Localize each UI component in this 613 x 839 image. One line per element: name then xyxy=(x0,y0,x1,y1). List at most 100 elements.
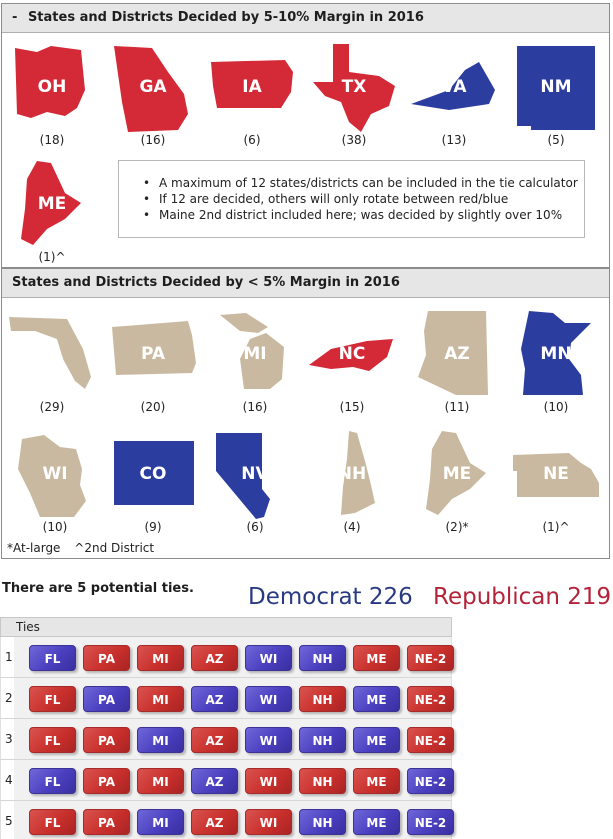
tie-chip-az[interactable]: AZ xyxy=(191,645,238,671)
north-carolina-icon xyxy=(309,339,393,371)
state-nc-tile[interactable]: NC (15) xyxy=(307,309,397,419)
iowa-icon xyxy=(211,60,293,108)
state-pa-tile[interactable]: PA (20) xyxy=(108,309,198,419)
electoral-votes: (13) xyxy=(441,133,467,147)
state-fl-tile[interactable]: FL (29) xyxy=(7,309,97,419)
tie-chip-nh[interactable]: NH xyxy=(299,809,346,835)
state-me-tile[interactable]: ME (2)* xyxy=(412,429,502,539)
state-va-tile[interactable]: VA (13) xyxy=(409,42,499,152)
state-shape xyxy=(411,62,495,110)
tie-chip-ne-2[interactable]: NE-2 xyxy=(407,686,454,712)
state-shape xyxy=(112,321,196,375)
ties-table-header: Ties xyxy=(0,617,452,637)
tie-chip-pa[interactable]: PA xyxy=(83,727,130,753)
state-shape xyxy=(418,311,488,395)
tie-chip-ne-2[interactable]: NE-2 xyxy=(407,809,454,835)
close-margin-5-10-panel: - States and Districts Decided by 5-10% … xyxy=(1,3,610,268)
note-item: If 12 are decided, others will only rota… xyxy=(141,191,584,207)
tie-chip-ne-2[interactable]: NE-2 xyxy=(407,768,454,794)
state-co-tile[interactable]: CO (9) xyxy=(108,429,198,539)
tie-chip-pa[interactable]: PA xyxy=(83,809,130,835)
tie-chip-wi[interactable]: WI xyxy=(245,645,292,671)
tie-chip-az[interactable]: AZ xyxy=(191,809,238,835)
tie-chip-az[interactable]: AZ xyxy=(191,727,238,753)
colorado-icon xyxy=(114,441,194,505)
state-az-tile[interactable]: AZ (11) xyxy=(412,309,502,419)
state-me-tile[interactable]: ME (1)^ xyxy=(7,159,97,269)
state-shape xyxy=(313,44,395,132)
state-wi-tile[interactable]: WI (10) xyxy=(10,429,100,539)
state-nv-tile[interactable]: NV (6) xyxy=(210,429,300,539)
collapse-toggle[interactable]: - xyxy=(12,10,18,25)
nebraska-icon xyxy=(513,453,599,497)
state-shape xyxy=(114,441,194,505)
tie-chip-az[interactable]: AZ xyxy=(191,768,238,794)
tie-chip-az[interactable]: AZ xyxy=(191,686,238,712)
electoral-votes: (5) xyxy=(547,133,565,147)
tie-row-cells: FL PA MI AZ WI NH ME NE-2 xyxy=(14,760,454,800)
new-hampshire-icon xyxy=(341,431,375,515)
panel-title: States and Districts Decided by < 5% Mar… xyxy=(12,275,400,290)
electoral-votes: (20) xyxy=(140,400,166,414)
tie-chip-mi[interactable]: MI xyxy=(137,809,184,835)
electoral-votes: (10) xyxy=(42,520,68,534)
tie-chip-mi[interactable]: MI xyxy=(137,768,184,794)
state-shape xyxy=(15,46,85,118)
tie-chip-wi[interactable]: WI xyxy=(245,809,292,835)
tie-chip-nh[interactable]: NH xyxy=(299,686,346,712)
tie-chip-fl[interactable]: FL xyxy=(29,809,76,835)
tie-chip-nh[interactable]: NH xyxy=(299,645,346,671)
tie-chip-wi[interactable]: WI xyxy=(245,727,292,753)
tie-chip-me[interactable]: ME xyxy=(353,768,400,794)
tie-chip-ne-2[interactable]: NE-2 xyxy=(407,727,454,753)
electoral-votes: (16) xyxy=(140,133,166,147)
tie-chip-me[interactable]: ME xyxy=(353,686,400,712)
tie-chip-nh[interactable]: NH xyxy=(299,727,346,753)
state-mi-tile[interactable]: MI (16) xyxy=(210,309,300,419)
tie-chip-pa[interactable]: PA xyxy=(83,686,130,712)
electoral-votes: (1)^ xyxy=(38,250,66,264)
state-shape xyxy=(513,453,599,497)
tie-chip-ne-2[interactable]: NE-2 xyxy=(407,645,454,671)
texas-icon xyxy=(313,44,395,132)
arizona-icon xyxy=(418,311,488,395)
tie-chip-me[interactable]: ME xyxy=(353,727,400,753)
state-mn-tile[interactable]: MN (10) xyxy=(511,309,601,419)
tie-chip-fl[interactable]: FL xyxy=(29,645,76,671)
tie-row-cells: FL PA MI AZ WI NH ME NE-2 xyxy=(14,678,454,718)
state-ne-tile[interactable]: NE (1)^ xyxy=(511,429,601,539)
tie-chip-mi[interactable]: MI xyxy=(137,645,184,671)
tie-row: 4 FL PA MI AZ WI NH ME NE-2 xyxy=(0,760,454,801)
state-oh-tile[interactable]: OH (18) xyxy=(7,42,97,152)
tie-row-number: 4 xyxy=(5,773,13,787)
electoral-votes: (16) xyxy=(242,400,268,414)
tie-row-number: 5 xyxy=(5,814,13,828)
tie-chip-pa[interactable]: PA xyxy=(83,645,130,671)
tie-chip-me[interactable]: ME xyxy=(353,645,400,671)
tie-chip-mi[interactable]: MI xyxy=(137,686,184,712)
state-ga-tile[interactable]: GA (16) xyxy=(108,42,198,152)
tie-chip-wi[interactable]: WI xyxy=(245,768,292,794)
tie-chip-fl[interactable]: FL xyxy=(29,686,76,712)
electoral-votes: (11) xyxy=(444,400,470,414)
tie-chip-pa[interactable]: PA xyxy=(83,768,130,794)
tie-chip-me[interactable]: ME xyxy=(353,809,400,835)
state-nm-tile[interactable]: NM (5) xyxy=(511,42,601,152)
state-tx-tile[interactable]: TX (38) xyxy=(309,42,399,152)
michigan-icon xyxy=(220,313,284,389)
tie-chip-fl[interactable]: FL xyxy=(29,727,76,753)
tie-row-cells: FL PA MI AZ WI NH ME NE-2 xyxy=(14,719,454,759)
electoral-votes: (4) xyxy=(343,520,361,534)
state-shape xyxy=(114,46,188,132)
tie-chip-nh[interactable]: NH xyxy=(299,768,346,794)
tie-chip-fl[interactable]: FL xyxy=(29,768,76,794)
tie-chip-wi[interactable]: WI xyxy=(245,686,292,712)
ohio-icon xyxy=(15,46,85,118)
ties-count-text: There are 5 potential ties. xyxy=(2,581,194,596)
notes-box: A maximum of 12 states/districts can be … xyxy=(118,160,585,238)
state-nh-tile[interactable]: NH (4) xyxy=(307,429,397,539)
note-item: Maine 2nd district included here; was de… xyxy=(141,207,584,223)
state-ia-tile[interactable]: IA (6) xyxy=(207,42,297,152)
state-shape xyxy=(216,433,270,519)
tie-chip-mi[interactable]: MI xyxy=(137,727,184,753)
